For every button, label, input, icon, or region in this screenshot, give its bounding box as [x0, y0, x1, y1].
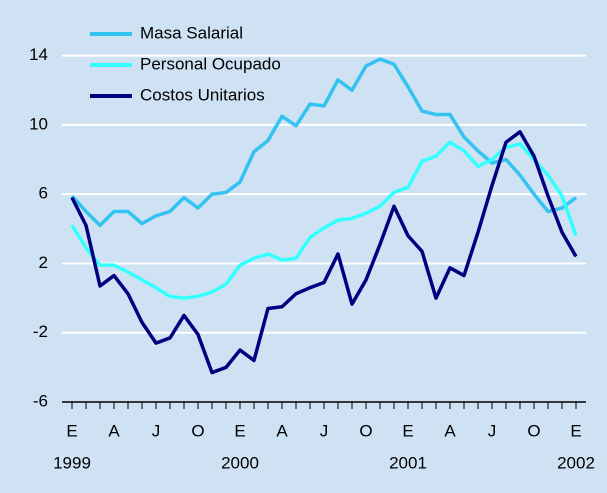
- y-tick-label: 10: [29, 114, 48, 133]
- x-tick-label: E: [570, 421, 581, 440]
- x-tick-label: E: [66, 421, 77, 440]
- x-tick-label: A: [108, 421, 120, 440]
- y-tick-label: 2: [39, 253, 48, 272]
- y-tick-label: -2: [33, 322, 48, 341]
- series-line: [70, 140, 578, 300]
- x-tick-label: E: [402, 421, 413, 440]
- y-tick-label: 6: [39, 184, 48, 203]
- year-label: 2001: [389, 453, 427, 472]
- x-tick-label: J: [320, 421, 329, 440]
- year-label: 1999: [53, 453, 91, 472]
- y-tick-label: -6: [33, 391, 48, 410]
- x-tick-label: A: [276, 421, 288, 440]
- x-tick-label: J: [152, 421, 161, 440]
- legend-label: Masa Salarial: [140, 23, 243, 42]
- year-label: 2000: [221, 453, 259, 472]
- x-tick-label: A: [444, 421, 456, 440]
- x-tick-label: O: [359, 421, 372, 440]
- y-tick-label: 14: [29, 45, 48, 64]
- x-tick-label: J: [488, 421, 497, 440]
- x-tick-label: O: [527, 421, 540, 440]
- year-label: 2002: [557, 453, 595, 472]
- x-tick-label: O: [191, 421, 204, 440]
- legend-label: Costos Unitarios: [140, 85, 265, 104]
- x-tick-label: E: [234, 421, 245, 440]
- series-line: [70, 57, 578, 228]
- legend-label: Personal Ocupado: [140, 54, 281, 73]
- series-line: [70, 130, 578, 375]
